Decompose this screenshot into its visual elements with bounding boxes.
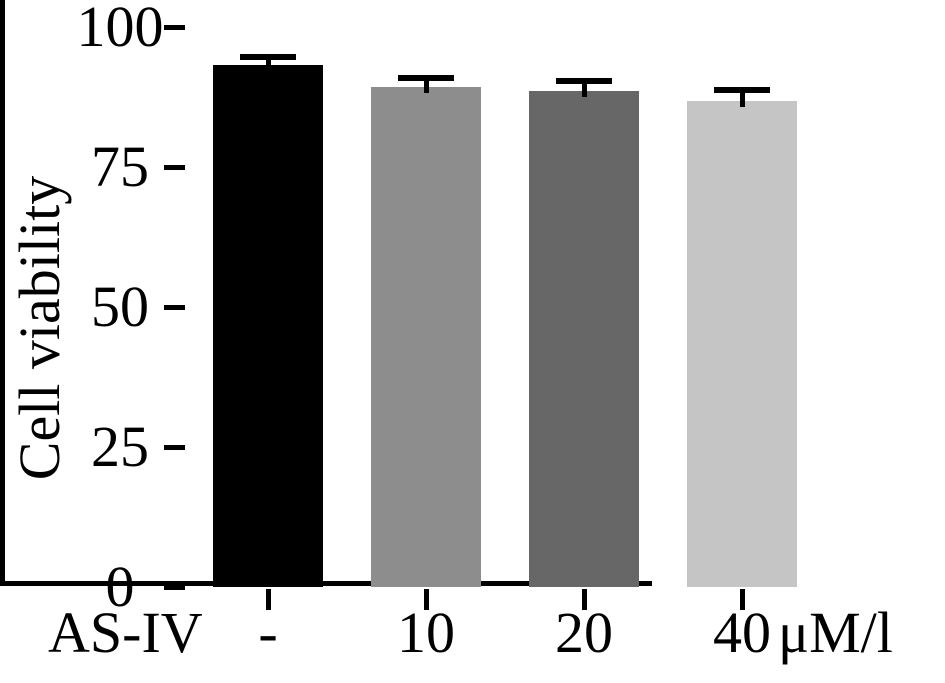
y-axis-line: [0, 0, 5, 581]
x-tick-label: 10: [397, 600, 455, 665]
error-bar-cap: [556, 78, 612, 85]
error-bar-stem: [739, 90, 745, 108]
x-tick-label: 40: [713, 600, 771, 665]
y-tick-label: 75: [91, 134, 149, 199]
x-tick: [739, 589, 745, 610]
y-tick: [164, 444, 185, 450]
y-tick: [164, 584, 185, 590]
y-tick-label: 50: [91, 274, 149, 339]
x-axis-line: [0, 581, 652, 586]
y-tick: [164, 24, 185, 30]
plot-area: - 10 20 40 0 25 50 75 100: [0, 0, 797, 664]
x-tick-label: -: [258, 600, 278, 665]
bar: [687, 101, 797, 587]
x-tick-label: 20: [555, 600, 613, 665]
x-tick: [265, 589, 271, 610]
error-bar-cap: [398, 74, 454, 81]
y-tick: [164, 164, 185, 170]
x-tick: [581, 589, 587, 610]
bar: [213, 64, 323, 587]
error-bar-stem: [581, 81, 587, 98]
error-bar-cap: [240, 54, 296, 61]
y-tick-label: 100: [76, 0, 164, 59]
error-bar-stem: [265, 57, 271, 71]
error-bar-cap: [714, 87, 770, 94]
y-tick: [164, 304, 185, 310]
y-tick-label: 25: [91, 414, 149, 479]
x-axis-unit-label: μM/l: [778, 600, 893, 665]
bar: [371, 87, 481, 587]
x-axis-prefix-label: AS-IV: [48, 600, 203, 665]
bar: [529, 91, 639, 587]
x-tick: [423, 589, 429, 610]
y-tick-label: 0: [105, 554, 135, 619]
error-bar-stem: [423, 77, 429, 94]
